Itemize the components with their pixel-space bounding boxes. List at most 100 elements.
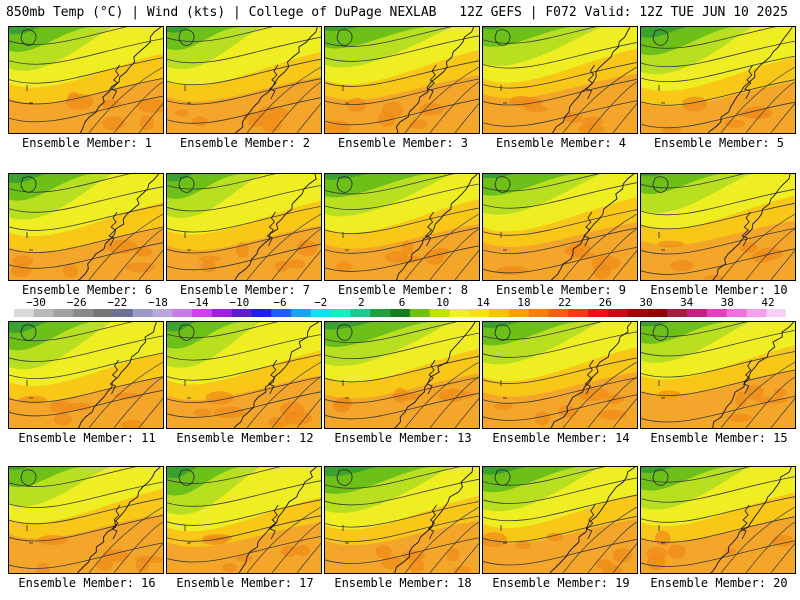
temperature-map — [640, 321, 796, 429]
temperature-map — [324, 466, 480, 574]
colorbar-swatch — [73, 309, 94, 317]
colorbar-swatch — [310, 309, 332, 317]
colorbar-swatch — [588, 309, 609, 317]
colorbar-swatch — [647, 309, 668, 317]
member-caption: Ensemble Member: 19 — [492, 576, 630, 590]
member-caption: Ensemble Member: 18 — [334, 576, 472, 590]
member-caption: Ensemble Member: 15 — [650, 431, 788, 445]
member-caption: Ensemble Member: 14 — [492, 431, 630, 445]
temperature-map — [640, 173, 796, 281]
colorbar-tick-label: 42 — [761, 296, 775, 309]
colorbar-swatch — [667, 309, 688, 317]
colorbar-tick-label: −18 — [148, 296, 168, 309]
colorbar-tick-label: −30 — [26, 296, 46, 309]
colorbar-swatch — [528, 309, 549, 317]
temperature-map — [324, 26, 480, 134]
colorbar-swatch — [251, 309, 272, 317]
member-caption: Ensemble Member: 9 — [495, 283, 627, 297]
colorbar-swatch — [726, 309, 747, 317]
colorbar-strip — [14, 309, 786, 317]
colorbar-tick-label: 38 — [720, 296, 734, 309]
colorbar-swatch — [132, 309, 154, 317]
colorbar-swatch — [409, 309, 431, 317]
colorbar-swatch — [687, 309, 708, 317]
temperature-map — [324, 321, 480, 429]
colorbar-tick-label: −26 — [66, 296, 87, 309]
colorbar-swatch — [746, 309, 767, 317]
member-caption: Ensemble Member: 7 — [179, 283, 311, 297]
temperature-map — [482, 321, 638, 429]
colorbar-tick-label: −2 — [314, 296, 328, 309]
temperature-map — [166, 26, 322, 134]
temperature-map — [8, 173, 164, 281]
colorbar-swatch — [429, 309, 450, 317]
member-caption: Ensemble Member: 2 — [179, 136, 311, 150]
member-caption: Ensemble Member: 5 — [653, 136, 785, 150]
colorbar-swatch — [291, 309, 312, 317]
colorbar-tick-label: 10 — [436, 296, 450, 309]
colorbar-swatch — [489, 309, 510, 317]
colorbar-tick-label: −22 — [107, 296, 128, 309]
chart-title: 850mb Temp (°C) | Wind (kts) | College o… — [6, 5, 437, 20]
colorbar-tick-label: 14 — [476, 296, 490, 309]
colorbar-swatch — [330, 309, 352, 317]
colorbar-tick-label: −14 — [188, 296, 209, 309]
colorbar-swatch — [192, 309, 213, 317]
colorbar-tick-label: 26 — [598, 296, 612, 309]
temperature-map — [640, 26, 796, 134]
temperature-map — [482, 173, 638, 281]
colorbar-tick-label: 18 — [517, 296, 531, 309]
colorbar-swatch — [112, 309, 134, 317]
member-caption: Ensemble Member: 4 — [495, 136, 627, 150]
colorbar-swatch — [231, 309, 253, 317]
colorbar-swatch — [370, 309, 391, 317]
colorbar-swatch — [766, 309, 786, 317]
member-caption: Ensemble Member: 10 — [650, 283, 788, 297]
colorbar-tick-label: 2 — [357, 296, 365, 309]
member-caption: Ensemble Member: 17 — [176, 576, 314, 590]
colorbar-swatch — [350, 309, 371, 317]
colorbar-swatch — [53, 309, 74, 317]
colorbar-swatch — [568, 309, 589, 317]
colorbar-swatch — [211, 309, 233, 317]
colorbar-tick-label: −10 — [229, 296, 250, 309]
member-caption: Ensemble Member: 12 — [176, 431, 314, 445]
colorbar-swatch — [469, 309, 490, 317]
colorbar-swatch — [548, 309, 569, 317]
temperature-map — [8, 26, 164, 134]
member-caption: Ensemble Member: 6 — [21, 283, 153, 297]
colorbar-swatch — [152, 309, 173, 317]
member-caption: Ensemble Member: 11 — [18, 431, 156, 445]
colorbar-swatch — [706, 309, 728, 317]
member-caption: Ensemble Member: 8 — [337, 283, 469, 297]
colorbar-tick-label: −6 — [273, 296, 287, 309]
member-caption: Ensemble Member: 20 — [650, 576, 788, 590]
colorbar-tick-label: 6 — [398, 296, 406, 309]
colorbar-swatch — [93, 309, 114, 317]
colorbar-swatch — [172, 309, 193, 317]
colorbar-swatch — [607, 309, 629, 317]
colorbar-tick-label: 30 — [639, 296, 653, 309]
temperature-map — [166, 466, 322, 574]
member-caption: Ensemble Member: 1 — [21, 136, 153, 150]
member-caption: Ensemble Member: 3 — [337, 136, 469, 150]
member-caption: Ensemble Member: 13 — [334, 431, 472, 445]
temperature-map — [166, 173, 322, 281]
temperature-map — [482, 26, 638, 134]
temperature-map — [8, 466, 164, 574]
temperature-map — [640, 466, 796, 574]
temperature-map — [8, 321, 164, 429]
colorbar-swatch — [271, 309, 292, 317]
colorbar-swatch — [14, 309, 35, 317]
temperature-map — [482, 466, 638, 574]
colorbar-swatch — [508, 309, 530, 317]
temperature-map — [166, 321, 322, 429]
colorbar-tick-label: 34 — [680, 296, 694, 309]
run-valid-time: 12Z GEFS | F072 Valid: 12Z TUE JUN 10 20… — [459, 5, 788, 20]
member-caption: Ensemble Member: 16 — [18, 576, 156, 590]
temperature-map — [324, 173, 480, 281]
colorbar-swatch — [390, 309, 411, 317]
colorbar-swatch — [449, 309, 470, 317]
colorbar-tick-label: 22 — [558, 296, 572, 309]
colorbar-swatch — [627, 309, 648, 317]
